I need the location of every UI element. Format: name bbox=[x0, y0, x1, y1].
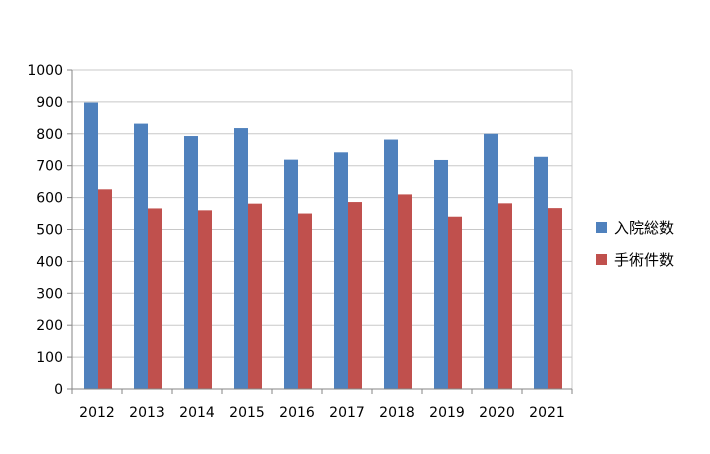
bar-surgeries-2013 bbox=[148, 208, 162, 389]
y-tick-label: 0 bbox=[54, 382, 63, 398]
bar-admissions-2017 bbox=[334, 152, 348, 389]
bar-admissions-2015 bbox=[234, 128, 248, 390]
legend-label: 入院総数 bbox=[614, 219, 674, 237]
x-tick-label: 2020 bbox=[479, 405, 515, 421]
bar-surgeries-2020 bbox=[498, 203, 512, 389]
bar-admissions-2020 bbox=[484, 133, 498, 389]
bar-admissions-2012 bbox=[84, 102, 98, 390]
y-tick-label: 800 bbox=[36, 127, 63, 143]
x-tick-label: 2018 bbox=[379, 405, 415, 421]
y-tick-label: 200 bbox=[36, 318, 63, 334]
x-tick-label: 2019 bbox=[429, 405, 465, 421]
y-tick-label: 600 bbox=[36, 191, 63, 207]
x-tick-label: 2017 bbox=[329, 405, 365, 421]
bars bbox=[84, 102, 562, 390]
bar-admissions-2019 bbox=[434, 159, 448, 389]
bar-surgeries-2021 bbox=[548, 208, 562, 389]
y-tick-label: 500 bbox=[36, 223, 63, 239]
y-tick-label: 400 bbox=[36, 254, 63, 270]
y-tick-label: 1000 bbox=[27, 63, 63, 79]
bar-surgeries-2018 bbox=[398, 194, 412, 389]
y-tick-label: 700 bbox=[36, 159, 63, 175]
x-tick-label: 2014 bbox=[179, 405, 215, 421]
bar-surgeries-2016 bbox=[298, 213, 312, 389]
bar-admissions-2013 bbox=[134, 123, 148, 389]
bar-surgeries-2012 bbox=[98, 189, 112, 389]
bar-surgeries-2019 bbox=[448, 216, 462, 389]
legend-swatch bbox=[596, 254, 607, 265]
bar-surgeries-2014 bbox=[198, 210, 212, 389]
y-axis: 0 100 200 300 400 500 600 700 800 900 1000 bbox=[27, 63, 73, 398]
bar-admissions-2021 bbox=[534, 156, 548, 389]
x-tick-label: 2015 bbox=[229, 405, 265, 421]
y-tick-label: 900 bbox=[36, 95, 63, 111]
legend-label: 手術件数 bbox=[614, 251, 674, 269]
y-tick-label: 100 bbox=[36, 350, 63, 366]
bar-admissions-2018 bbox=[384, 139, 398, 389]
x-axis: 2012 2013 2014 2015 2016 2017 2018 2019 2020 2021 bbox=[71, 388, 573, 421]
bar-admissions-2016 bbox=[284, 159, 298, 389]
legend-swatch bbox=[596, 222, 607, 233]
y-tick-label: 300 bbox=[36, 286, 63, 302]
x-tick-label: 2016 bbox=[279, 405, 315, 421]
x-tick-label: 2012 bbox=[79, 405, 115, 421]
bar-admissions-2014 bbox=[184, 136, 198, 389]
bar-surgeries-2015 bbox=[248, 203, 262, 389]
x-tick-label: 2021 bbox=[529, 405, 565, 421]
x-tick-label: 2013 bbox=[129, 405, 165, 421]
bar-surgeries-2017 bbox=[348, 202, 362, 389]
